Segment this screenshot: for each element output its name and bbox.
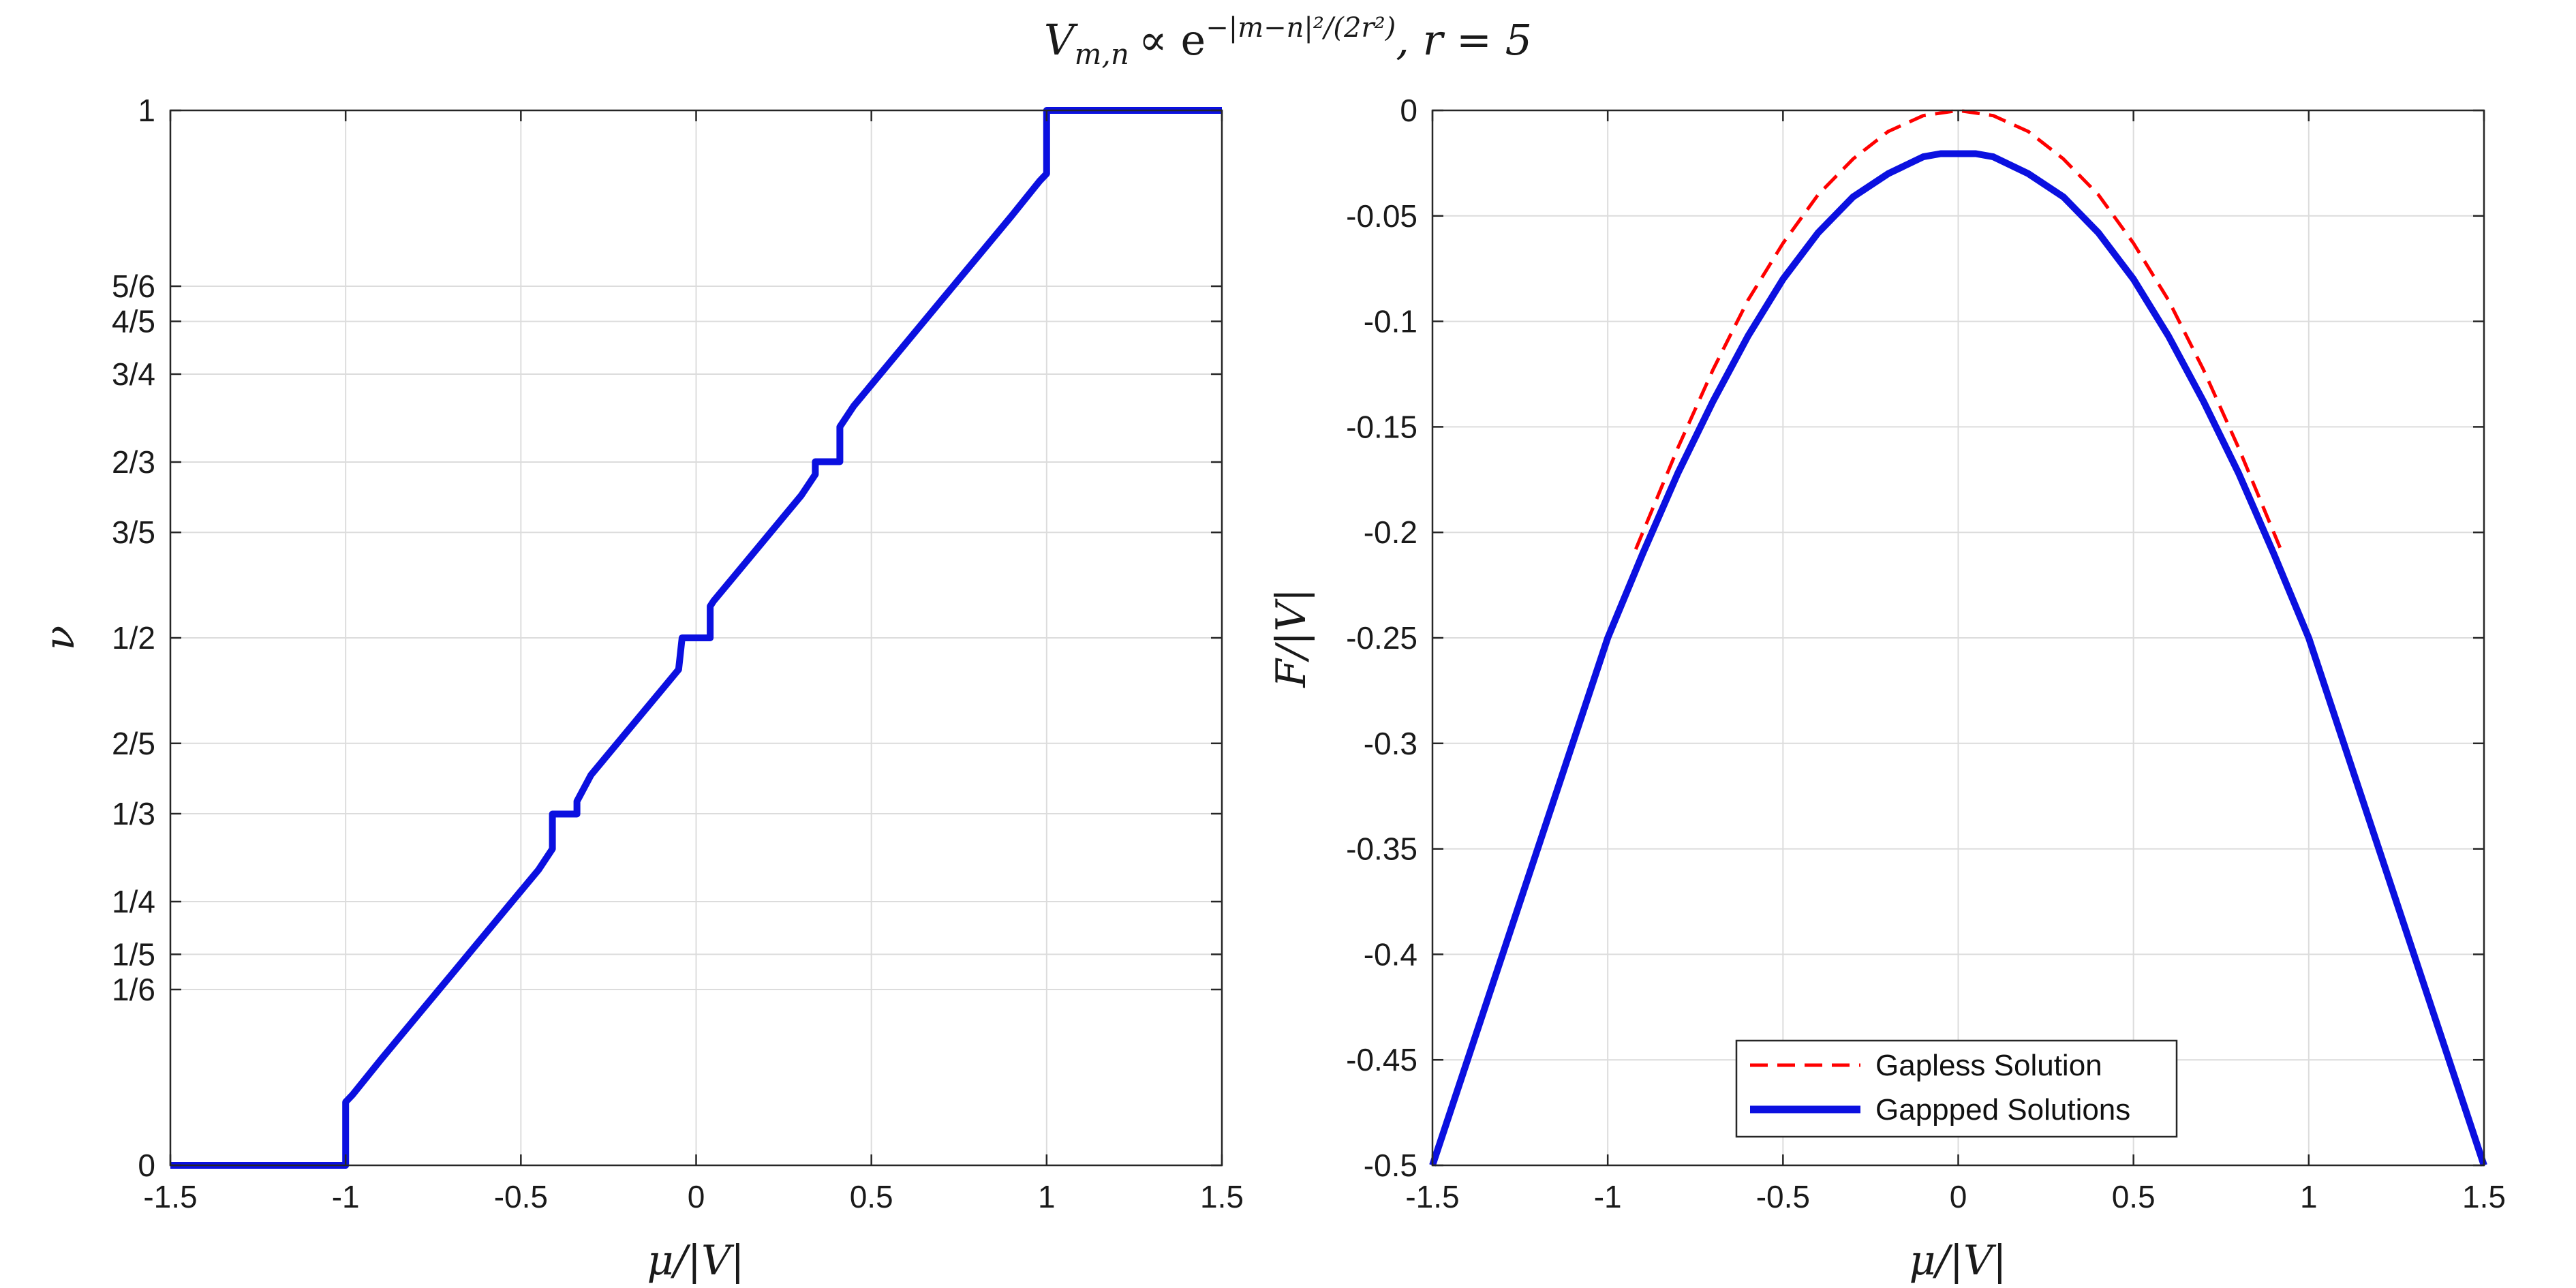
right-y-tick-label: -0.05 xyxy=(1346,198,1417,234)
title-prop: ∝ e xyxy=(1139,15,1206,65)
left-y-label: ν xyxy=(36,626,84,650)
left-y-tick-label: 4/5 xyxy=(112,304,155,339)
right-x-label: μ/|V| xyxy=(1910,1237,2007,1285)
right-x-tick-label: -1.5 xyxy=(1405,1179,1459,1214)
right-x-ticks: -1.5 -1 -0.5 0 0.5 1 1.5 xyxy=(1405,110,2506,1214)
left-y-tick-label: 2/3 xyxy=(112,444,155,480)
right-y-tick-label: -0.1 xyxy=(1364,304,1417,339)
left-x-ticks: -1.5 -1 -0.5 0 0.5 1 1.5 xyxy=(143,110,1244,1214)
title-rhs: , r = 5 xyxy=(1396,15,1532,65)
left-x-tick-label: -1 xyxy=(332,1179,360,1214)
left-x-label: μ/|V| xyxy=(647,1237,745,1285)
title-lhs: V xyxy=(1044,15,1079,65)
right-y-tick-label: -0.45 xyxy=(1346,1042,1417,1077)
left-y-ticks: 0 1/61/5 1/4 1/3 2/5 1/2 3/5 2/3 3/4 4/55/6 1 xyxy=(112,93,1222,1183)
left-y-tick-label: 1/3 xyxy=(112,796,155,831)
left-y-tick-label: 1/6 xyxy=(112,972,155,1007)
right-y-tick-label: -0.15 xyxy=(1346,409,1417,444)
left-x-tick-label: 0.5 xyxy=(850,1179,893,1214)
left-y-tick-label: 1 xyxy=(138,93,155,128)
title-lhs-sub: m,n xyxy=(1075,37,1129,71)
right-y-tick-label: -0.25 xyxy=(1346,620,1417,656)
right-y-tick-label: -0.3 xyxy=(1364,726,1417,761)
right-x-tick-label: -1 xyxy=(1594,1179,1622,1214)
right-x-tick-label: 1.5 xyxy=(2462,1179,2506,1214)
left-y-tick-label: 5/6 xyxy=(112,269,155,304)
right-x-tick-label: -0.5 xyxy=(1756,1179,1810,1214)
right-y-tick-label: -0.2 xyxy=(1364,515,1417,550)
right-x-tick-label: 0 xyxy=(1950,1179,1967,1214)
left-series-group xyxy=(170,107,1222,1169)
right-plot: -1.5 -1 -0.5 0 0.5 1 1.5 -0.5-0.45-0.4-0.35-0.… xyxy=(1268,93,2506,1285)
left-y-tick-label: 1/4 xyxy=(112,884,155,919)
left-x-tick-label: 1.5 xyxy=(1200,1179,1244,1214)
legend-label-gapless: Gapless Solution xyxy=(1875,1049,2102,1082)
left-y-tick-label: 2/5 xyxy=(112,726,155,761)
right-y-tick-label: 0 xyxy=(1400,93,1417,128)
left-y-tick-label: 0 xyxy=(138,1148,155,1183)
left-series-line-0 xyxy=(170,107,1222,1169)
right-y-ticks: -0.5 -0.45 -0.4 -0.35 -0.3 -0.25 -0.2 -0.15 -0.1… xyxy=(1346,93,2484,1183)
figure-title: Vm,n ∝ e−|m−n|²/(2r²), r = 5 xyxy=(1044,12,1532,71)
left-y-tick-label: 3/4 xyxy=(112,356,155,392)
right-y-tick-label: -0.5 xyxy=(1364,1148,1417,1183)
left-x-tick-label: 0 xyxy=(688,1179,705,1214)
right-y-tick-label: -0.4 xyxy=(1364,936,1417,972)
right-x-tick-label: 1 xyxy=(2300,1179,2318,1214)
left-x-tick-label: 1 xyxy=(1038,1179,1056,1214)
right-series-line-1 xyxy=(1429,150,2487,1167)
left-x-tick-label: -0.5 xyxy=(494,1179,548,1214)
left-x-tick-label: -1.5 xyxy=(143,1179,197,1214)
right-series-group xyxy=(1429,108,2487,1167)
legend: Gapless Solution Gappped Solutions xyxy=(1735,1039,2178,1138)
title-exponent: −|m−n|²/(2r²) xyxy=(1206,12,1396,44)
legend-label-gapped: Gappped Solutions xyxy=(1875,1093,2130,1126)
legend-box xyxy=(1735,1039,2178,1138)
left-plot: -1.5 -1 -0.5 0 0.5 1 1.5 0 1/61/5 1/4 1/3 2/5 1/2 3/… xyxy=(36,93,1244,1285)
right-y-tick-label: -0.35 xyxy=(1346,831,1417,867)
left-y-tick-label: 3/5 xyxy=(112,515,155,550)
right-series-line-0 xyxy=(1634,108,2283,550)
left-y-tick-label: 1/2 xyxy=(112,620,155,656)
right-y-label: F/|V| xyxy=(1268,588,1315,688)
right-x-tick-label: 0.5 xyxy=(2112,1179,2156,1214)
left-y-tick-label: 1/5 xyxy=(112,936,155,972)
